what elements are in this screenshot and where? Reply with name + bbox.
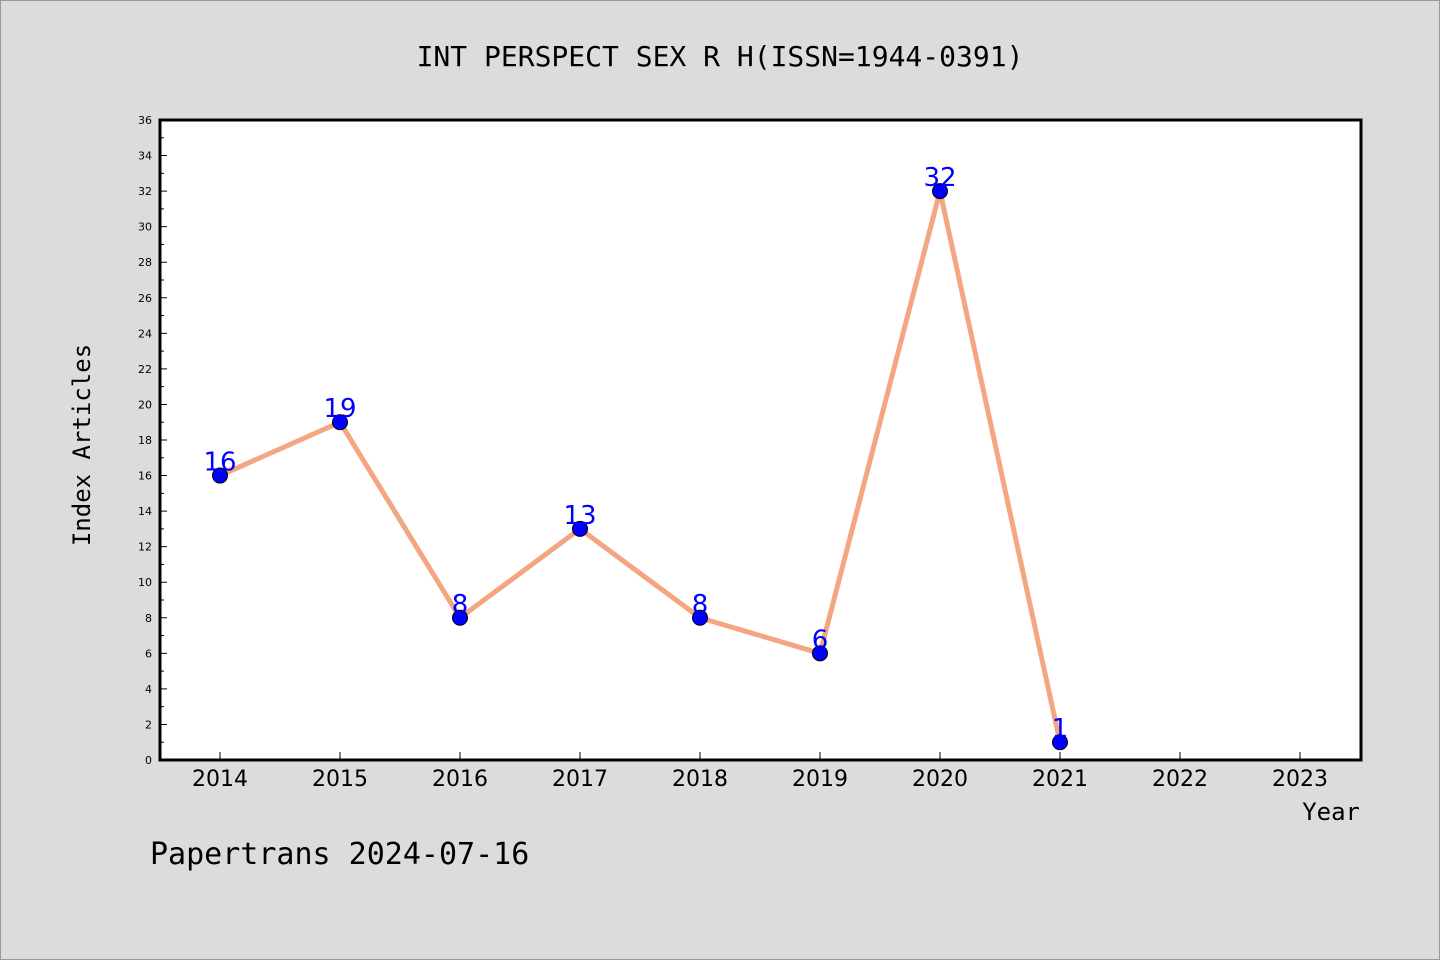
data-point (452, 609, 468, 626)
data-point (1052, 734, 1068, 751)
series-line-group (212, 183, 1068, 751)
series-line (218, 188, 1063, 743)
x-tick-label: 2021 (1032, 767, 1088, 792)
data-point (572, 520, 588, 537)
y-tick-label: 12 (138, 541, 152, 554)
y-tick-label: 32 (138, 185, 152, 198)
x-tick-label: 2017 (552, 767, 608, 792)
x-axis: 2014 2015 2016 2017 2018 2019 2020 2021 2022 2023 (192, 752, 1328, 792)
x-tick-label: 2022 (1152, 767, 1208, 792)
y-tick-label: 2 (145, 718, 152, 731)
data-point (212, 467, 228, 484)
data-label: 13 (563, 501, 596, 531)
footer-credit: Papertrans 2024-07-16 (150, 837, 529, 872)
y-tick-label: 14 (138, 505, 152, 518)
y-tick-label: 22 (138, 363, 152, 376)
x-axis-title: Year (1302, 798, 1360, 826)
y-tick-label: 36 (138, 114, 152, 127)
y-tick-label: 28 (138, 256, 152, 269)
x-tick-label: 2018 (672, 767, 728, 792)
y-tick-label: 10 (138, 576, 152, 589)
y-tick-label: 34 (138, 150, 152, 163)
data-point (812, 645, 828, 662)
data-point (332, 414, 348, 431)
x-tick-label: 2020 (912, 767, 968, 792)
y-tick-label: 26 (138, 292, 152, 305)
data-label: 32 (923, 163, 956, 193)
data-label: 8 (452, 590, 469, 620)
chart-title: INT PERSPECT SEX R H(ISSN=1944-0391) (417, 40, 1024, 73)
data-point (692, 609, 708, 626)
x-tick-label: 2016 (432, 767, 488, 792)
x-tick-label: 2023 (1272, 767, 1328, 792)
y-tick-label: 0 (145, 754, 152, 767)
y-tick-label: 18 (138, 434, 152, 447)
y-tick-label: 30 (138, 221, 152, 234)
x-tick-label: 2019 (792, 767, 848, 792)
y-tick-label: 20 (138, 398, 152, 411)
data-label: 8 (692, 590, 709, 620)
x-tick-label: 2015 (312, 767, 368, 792)
plot-border (158, 118, 1363, 762)
plot-area (160, 120, 1361, 760)
y-axis-title: Index Articles (68, 344, 96, 546)
y-tick-label: 4 (145, 683, 152, 696)
data-label: 16 (203, 448, 236, 478)
data-point (932, 183, 948, 200)
data-label: 19 (323, 394, 356, 424)
x-tick-label: 2014 (192, 767, 248, 792)
y-tick-label: 8 (145, 612, 152, 625)
data-labels: 16 19 8 13 8 6 32 1 (203, 163, 1068, 744)
y-tick-label: 6 (145, 647, 152, 660)
data-label: 1 (1052, 714, 1069, 744)
data-label: 6 (812, 625, 829, 655)
y-tick-label: 16 (138, 470, 152, 483)
y-tick-label: 24 (138, 327, 152, 340)
